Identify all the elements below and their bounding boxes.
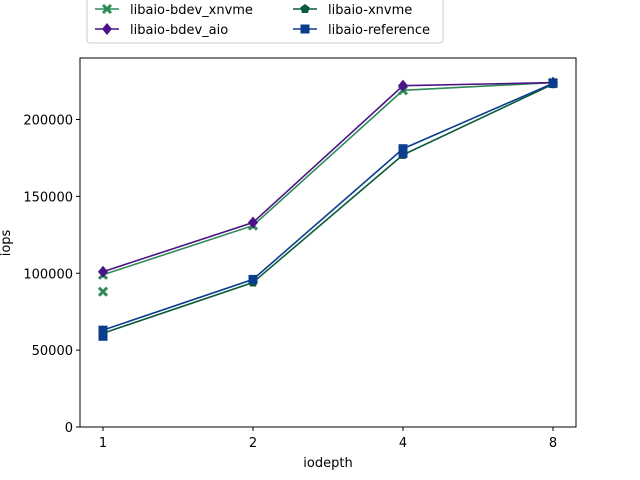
data-point: [248, 216, 258, 229]
legend-marker: [102, 23, 112, 35]
series-line: [102, 82, 554, 331]
data-point: [398, 148, 408, 158]
data-point: [98, 265, 108, 278]
y-tick-label: 0: [65, 421, 73, 436]
data-point: [398, 79, 408, 92]
legend-label: libaio-bdev_xnvme: [130, 3, 253, 18]
legend-item-libaio-reference: libaio-reference: [293, 23, 430, 38]
y-axis: 0 50000 100000 150000 200000: [23, 114, 80, 436]
legend-item-libaio-bdev-xnvme: libaio-bdev_xnvme: [95, 3, 253, 18]
x-tick-label: 1: [99, 436, 107, 451]
y-tick-label: 150000: [23, 190, 73, 205]
y-tick-label: 200000: [23, 114, 73, 129]
y-tick-label: 100000: [23, 267, 73, 282]
legend-frame: [86, 0, 444, 44]
data-point: [398, 144, 408, 154]
data-point: [248, 274, 258, 284]
x-axis-label: iodepth: [303, 456, 352, 471]
legend-item-libaio-bdev-aio: libaio-bdev_aio: [95, 23, 228, 38]
legend: libaio-bdev_xnvme libaio-bdev_aio libaio-x…: [86, 0, 444, 44]
legend-label: libaio-xnvme: [328, 3, 412, 18]
legend-label: libaio-bdev_aio: [130, 23, 228, 38]
data-point: [97, 286, 109, 297]
x-axis: 1 2 4 8: [99, 427, 557, 451]
series-layer: [97, 76, 559, 341]
series-line: [102, 81, 554, 273]
plot-frame: [79, 57, 577, 428]
data-point: [548, 78, 558, 88]
series-line: [102, 81, 554, 276]
x-tick-label: 4: [399, 436, 407, 451]
x-tick-label: 2: [249, 436, 257, 451]
data-point: [98, 331, 108, 341]
legend-marker: [101, 3, 113, 15]
y-axis-label: iops: [0, 229, 14, 256]
legend-marker: [300, 24, 310, 34]
series-libaio-reference: [98, 78, 558, 341]
y-tick-label: 50000: [32, 344, 73, 359]
series-line: [102, 83, 554, 334]
x-tick-label: 8: [549, 436, 557, 451]
legend-marker: [300, 4, 310, 14]
legend-label: libaio-reference: [328, 23, 430, 38]
data-point: [98, 325, 108, 335]
legend-item-libaio-xnvme: libaio-xnvme: [293, 3, 412, 18]
